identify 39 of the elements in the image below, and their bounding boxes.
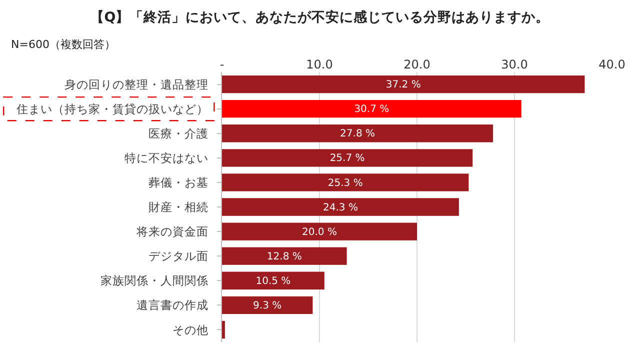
y-tick-label: 葬儀・お墓 — [148, 175, 209, 190]
data-label: 27.8 % — [340, 128, 375, 140]
x-tick-label: 10.0 — [306, 58, 333, 72]
y-tick-label: 特に不安はない — [124, 150, 209, 165]
data-label: 9.3 % — [253, 300, 282, 312]
data-label: 30.7 % — [354, 104, 390, 116]
data-label: 10.5 % — [256, 276, 291, 287]
data-label: 12.8 % — [266, 251, 302, 262]
bar — [222, 222, 417, 240]
bar — [222, 296, 313, 314]
data-label: 25.7 % — [330, 153, 365, 164]
x-tick-label: 30.0 — [501, 58, 528, 72]
bar — [222, 198, 459, 216]
x-tick-label: 40.0 — [598, 58, 626, 72]
y-tick-label: 財産・相続 — [148, 200, 209, 214]
bar — [222, 320, 225, 339]
bar — [222, 149, 473, 167]
x-tick-label: - — [220, 58, 224, 72]
y-tick-label: デジタル面 — [148, 249, 209, 264]
chart-title: 【Q】「終活」において、あなたが不安に感じている分野はありますか。 — [90, 8, 550, 26]
y-tick-label: 家族関係・人間関係 — [100, 274, 209, 288]
data-label: 25.3 % — [328, 178, 363, 189]
y-tick-label: 身の回りの整理・遺品整理 — [64, 77, 209, 92]
y-tick-label: 将来の資金面 — [136, 224, 209, 239]
data-label: 20.0 % — [302, 226, 337, 238]
bar — [222, 272, 324, 290]
y-tick-label: 遺言書の作成 — [136, 298, 209, 312]
bar — [222, 174, 469, 192]
data-label: 24.3 % — [322, 202, 358, 214]
data-label: 37.2 % — [386, 80, 421, 91]
text: N=600（複数回答） — [11, 38, 116, 51]
bar — [222, 124, 494, 142]
bar — [222, 247, 347, 265]
y-tick-label: その他 — [172, 322, 209, 337]
y-tick-label: 医療・介護 — [148, 126, 209, 140]
x-tick-label: 20.0 — [404, 58, 430, 72]
bar — [222, 75, 585, 94]
bar — [222, 100, 522, 118]
y-tick-label: 住まい（持ち家・賃貸の扱いなど） — [16, 102, 209, 116]
